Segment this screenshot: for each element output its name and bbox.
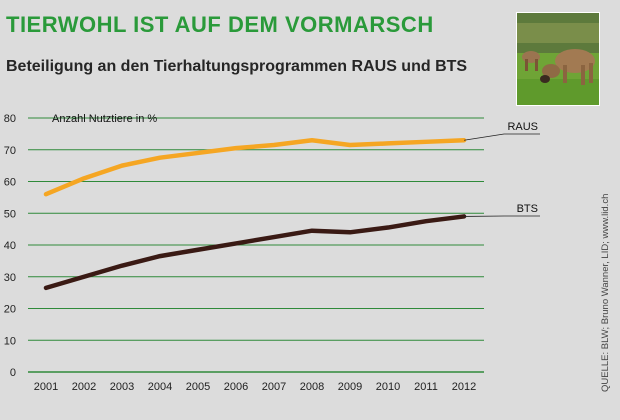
x-tick-label: 2004 <box>148 381 172 393</box>
series-leader-line <box>463 133 540 141</box>
y-tick-label: 0 <box>10 367 16 379</box>
y-tick-label: 50 <box>4 208 16 220</box>
y-tick-label: 40 <box>4 240 16 252</box>
chart-title: TIERWOHL IST AUF DEM VORMARSCH <box>6 12 434 37</box>
x-tick-label: 2009 <box>338 381 362 393</box>
cows-on-pasture-icon <box>517 13 599 105</box>
y-tick-label: 70 <box>4 145 16 157</box>
cow-photo <box>516 12 600 106</box>
chart-subtitle: Beteiligung an den Tierhaltungsprogramme… <box>6 58 468 75</box>
y-tick-label: 20 <box>4 304 16 316</box>
y-tick-label: 30 <box>4 272 16 284</box>
series-line-bts <box>43 214 467 291</box>
x-tick-label: 2011 <box>414 381 438 393</box>
x-tick-label: 2007 <box>262 381 286 393</box>
series-label-bts: BTS <box>517 203 538 215</box>
y-tick-label: 60 <box>4 177 16 189</box>
source-note: QUELLE: BLW; Bruno Wanner, LID; www.lid.… <box>600 193 611 392</box>
y-axis-label: Anzahl Nutztiere in % <box>52 113 157 125</box>
series-label-raus: RAUS <box>507 121 538 133</box>
x-tick-label: 2001 <box>34 381 58 393</box>
x-tick-label: 2003 <box>110 381 134 393</box>
x-tick-label: 2006 <box>224 381 248 393</box>
y-tick-label: 10 <box>4 335 16 347</box>
x-tick-label: 2008 <box>300 381 324 393</box>
x-tick-label: 2005 <box>186 381 210 393</box>
x-tick-label: 2010 <box>376 381 400 393</box>
x-tick-label: 2002 <box>72 381 96 393</box>
x-tick-label: 2012 <box>452 381 476 393</box>
y-tick-label: 80 <box>4 113 16 125</box>
series-line-raus <box>43 137 467 197</box>
